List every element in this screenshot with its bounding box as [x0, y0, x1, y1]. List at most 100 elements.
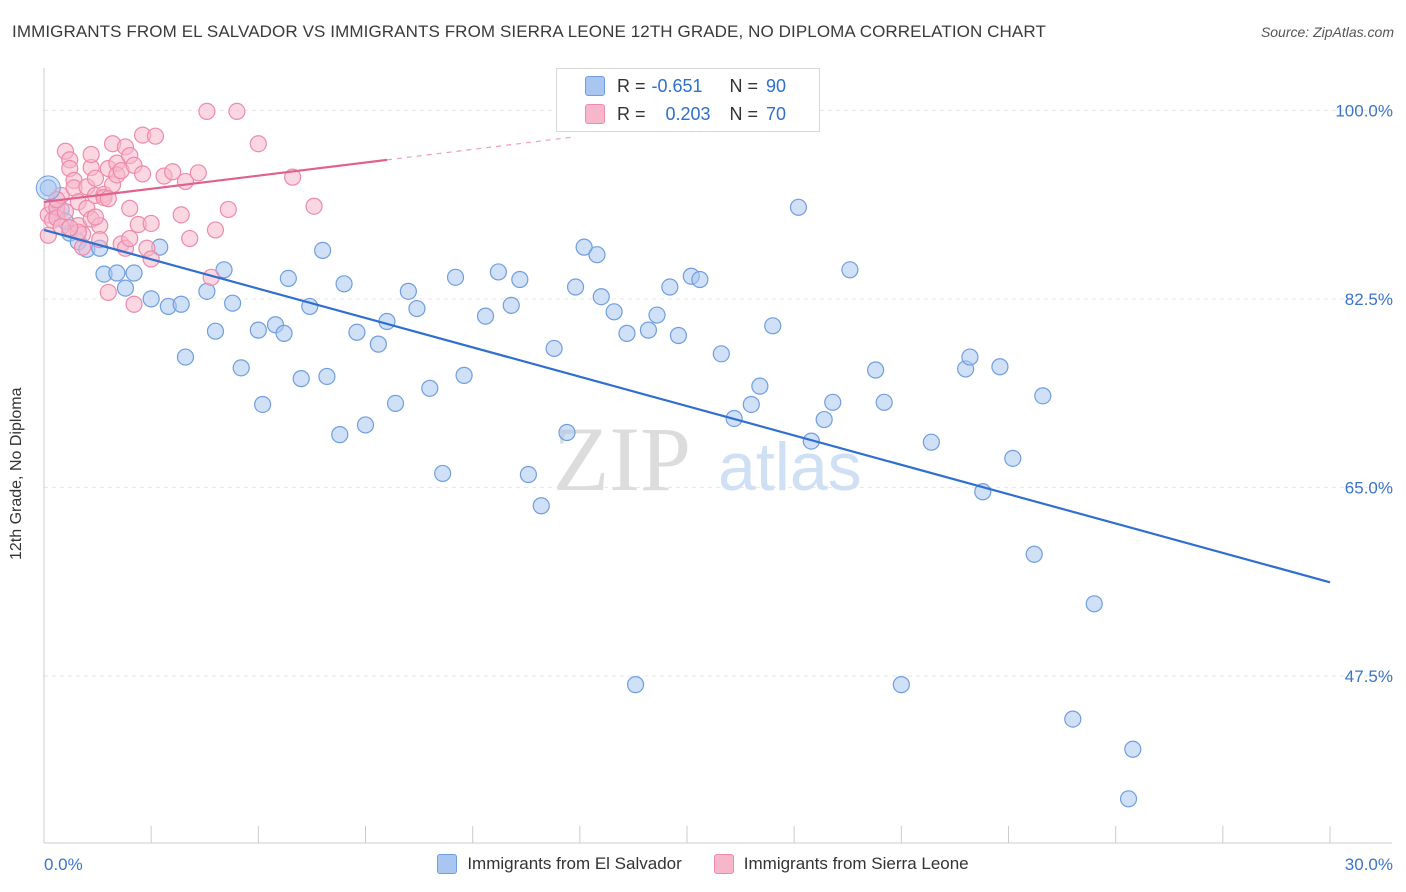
point-el-salvador: [815, 410, 833, 429]
point-el-salvador: [1004, 449, 1022, 467]
gridlines: [44, 109, 1392, 677]
trend-lines: [43, 136, 1331, 584]
point-sierra-leone: [99, 283, 117, 302]
point-el-salvador: [867, 361, 885, 379]
point-el-salvador: [545, 339, 563, 358]
point-el-salvador: [502, 296, 520, 314]
tick-labels: 100.0% 82.5% 65.0% 47.5% 0.0% 30.0%: [44, 101, 1393, 874]
legend-item-sierra-leone[interactable]: Immigrants from Sierra Leone: [713, 852, 969, 876]
point-el-salvador: [669, 326, 688, 345]
point-el-salvador: [348, 323, 366, 341]
point-el-salvador: [575, 238, 593, 256]
point-el-salvador: [892, 676, 910, 694]
point-sierra-leone: [164, 163, 182, 181]
point-el-salvador: [751, 377, 769, 395]
stats-r-value: -0.651: [651, 75, 703, 96]
point-el-salvador: [592, 288, 610, 306]
legend-item-el-salvador[interactable]: Immigrants from El Salvador: [437, 852, 682, 876]
point-el-salvador: [35, 175, 61, 201]
point-el-salvador: [279, 269, 297, 288]
point-el-salvador: [519, 465, 537, 484]
point-el-salvador: [215, 261, 233, 279]
point-el-salvador: [335, 275, 353, 293]
point-el-salvador: [1085, 595, 1103, 613]
source-credit: Source: ZipAtlas.com: [1260, 24, 1394, 40]
point-el-salvador: [254, 395, 272, 414]
stats-row-sierra-leone: R = 0.203 N = 70: [557, 101, 786, 127]
legend-swatch-el-salvador: [437, 854, 458, 874]
watermark-zip: ZIP: [553, 408, 691, 510]
y-tick-label: 100.0%: [1335, 101, 1393, 120]
point-el-salvador: [824, 393, 842, 411]
point-el-salvador: [661, 278, 679, 296]
y-tick-label: 82.5%: [1345, 290, 1393, 309]
point-el-salvador: [224, 294, 242, 312]
point-el-salvador: [292, 370, 310, 388]
point-el-salvador: [1064, 710, 1082, 728]
point-el-salvador: [558, 423, 576, 442]
trend-line-sierra-leone: [43, 158, 388, 204]
stats-n-value: 90: [766, 75, 787, 96]
point-el-salvador: [232, 359, 250, 377]
point-sierra-leone: [284, 168, 302, 186]
point-el-salvador: [108, 264, 126, 282]
trend-line-el-salvador: [43, 228, 1331, 584]
point-sierra-leone: [133, 165, 152, 183]
x-tick-label: 30.0%: [1345, 855, 1393, 874]
point-el-salvador: [532, 497, 550, 515]
stats-box: R = -0.651 N = 90 R = 0.203 N = 70: [556, 68, 820, 132]
point-el-salvador: [648, 306, 666, 324]
point-el-salvador: [116, 279, 135, 297]
point-sierra-leone: [121, 229, 139, 248]
point-el-salvador: [455, 366, 473, 384]
point-el-salvador: [275, 324, 293, 342]
point-sierra-leone: [56, 203, 75, 221]
point-el-salvador: [434, 464, 452, 483]
point-el-salvador: [369, 335, 387, 353]
stats-row-el-salvador: R = -0.651 N = 90: [557, 73, 786, 99]
point-sierra-leone: [249, 135, 267, 153]
point-sierra-leone: [189, 164, 207, 182]
y-tick-label: 47.5%: [1345, 667, 1393, 686]
point-el-salvador: [605, 303, 623, 321]
point-sierra-leone: [146, 127, 165, 145]
point-sierra-leone: [125, 295, 143, 313]
legend: Immigrants from El Salvador Immigrants f…: [0, 852, 1406, 876]
point-el-salvador: [922, 433, 940, 451]
point-el-salvador: [588, 246, 606, 264]
point-el-salvador: [691, 270, 709, 289]
point-el-salvador: [249, 321, 267, 339]
point-el-salvador: [961, 348, 979, 366]
point-el-salvador: [446, 268, 465, 286]
stats-swatch-sierra-leone: [585, 104, 605, 124]
legend-swatch-sierra-leone: [713, 854, 734, 874]
point-el-salvador: [172, 295, 190, 313]
point-sierra-leone: [121, 199, 139, 217]
data-points: [35, 102, 1142, 808]
stats-r-label: R =: [617, 103, 646, 124]
point-el-salvador: [764, 317, 782, 335]
watermark-atlas: atlas: [718, 429, 862, 505]
point-sierra-leone: [206, 221, 225, 239]
point-sierra-leone: [142, 214, 160, 233]
point-sierra-leone: [86, 169, 105, 187]
stats-n-label: N =: [729, 103, 759, 124]
point-sierra-leone: [61, 219, 79, 237]
point-el-salvador: [789, 198, 808, 216]
point-el-salvador: [176, 348, 195, 366]
point-sierra-leone: [172, 206, 190, 224]
point-sierra-leone: [228, 102, 246, 121]
point-el-salvador: [1119, 790, 1138, 808]
point-el-salvador: [399, 282, 417, 300]
point-el-salvador: [142, 290, 160, 308]
point-el-salvador: [489, 263, 507, 281]
trend-line-sierra-leone-extension: [386, 136, 572, 161]
point-el-salvador: [841, 261, 859, 279]
axes: [43, 68, 1392, 844]
stats-swatch-el-salvador: [585, 76, 605, 96]
point-el-salvador: [1025, 545, 1043, 563]
point-sierra-leone: [181, 229, 199, 248]
y-tick-label: 65.0%: [1345, 478, 1393, 497]
x-tick-label: 0.0%: [44, 855, 83, 874]
